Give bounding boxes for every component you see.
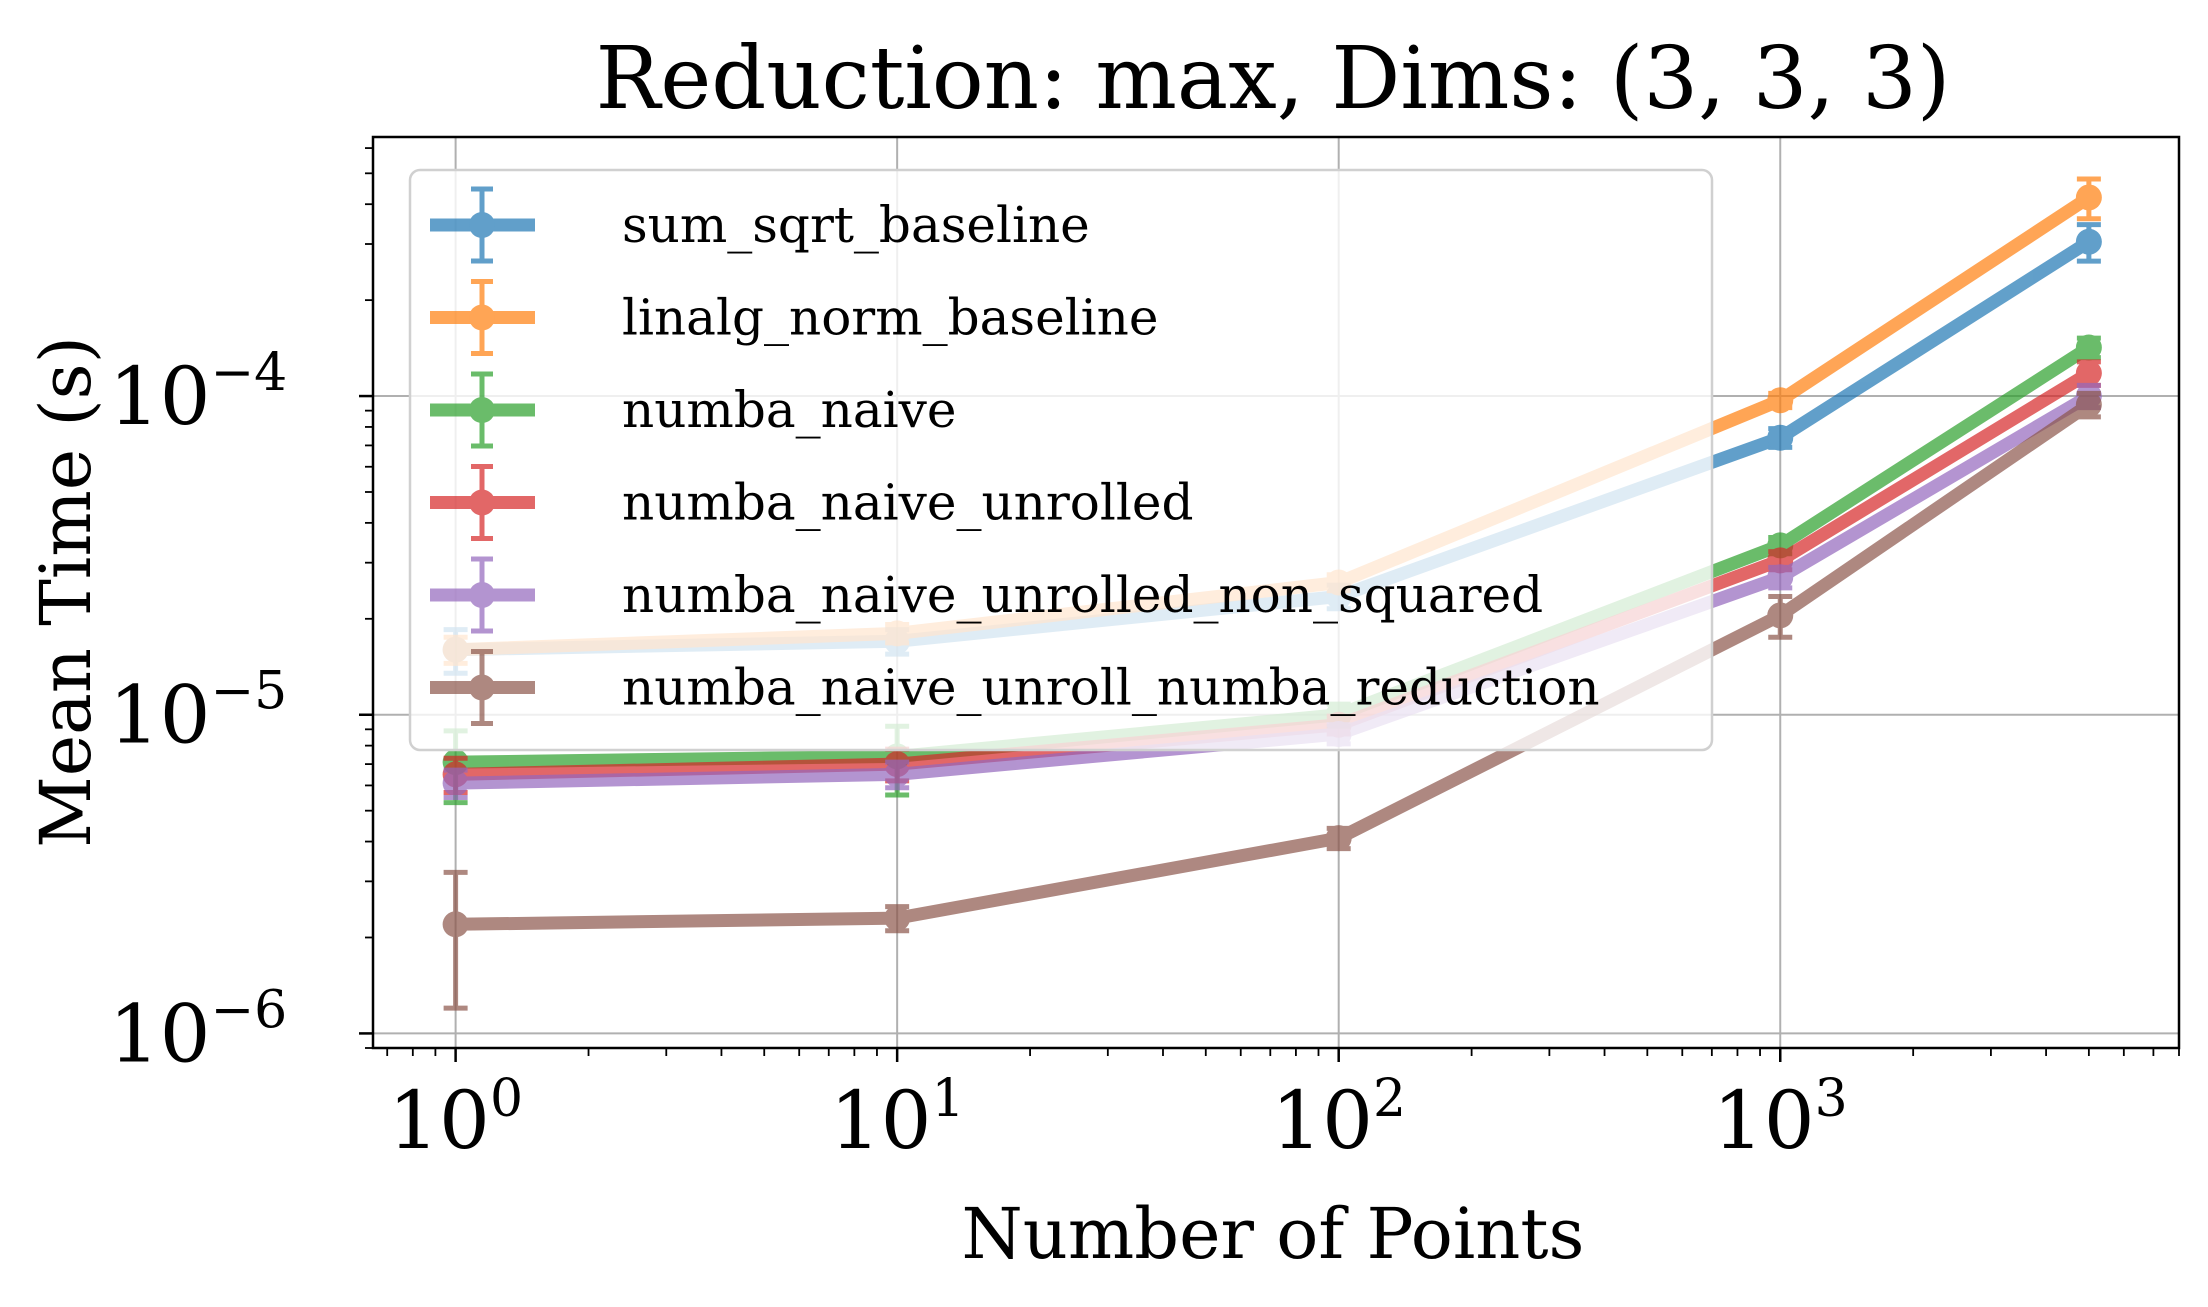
x-tick-label: 103 — [1713, 1069, 1848, 1167]
data-point — [1325, 825, 1352, 852]
legend: sum_sqrt_baseline linalg_norm_baselinenum… — [408, 168, 1714, 752]
y-tick-label: 10−6 — [109, 980, 287, 1080]
legend-swatch — [430, 556, 535, 634]
data-point — [1767, 424, 1794, 451]
data-point — [2075, 391, 2102, 418]
legend-swatch — [430, 186, 535, 264]
data-point — [2075, 228, 2102, 255]
legend-marker — [469, 212, 495, 238]
legend-item: numba_naive_unroll_numba_reduction — [430, 649, 1600, 726]
legend-label: numba_naive_unrolled — [622, 474, 1193, 532]
y-axis-label: Mean Time (s) — [25, 336, 107, 848]
data-point — [1767, 602, 1794, 629]
x-axis: 100 101 102 103 — [388, 1048, 1848, 1167]
data-point — [442, 911, 469, 938]
data-point — [2075, 184, 2102, 211]
legend-item: sum_sqrt_baseline — [430, 186, 1090, 264]
legend-swatch — [430, 371, 535, 449]
legend-box — [408, 168, 1714, 752]
chart-title: Reduction: max, Dims: (3, 3, 3) — [596, 29, 1951, 129]
series-numba_naive_unroll_numba_reduction — [442, 390, 2102, 1011]
legend-item: numba_naive — [430, 371, 956, 449]
legend-label: sum_sqrt_baseline — [622, 196, 1090, 254]
data-point — [1767, 564, 1794, 591]
y-axis: 10−6 10−5 10−4 — [109, 343, 373, 1080]
x-tick-label: 101 — [830, 1069, 965, 1167]
legend-item: linalg_norm_baseline — [430, 279, 1158, 356]
legend-label: numba_naive_unroll_numba_reduction — [622, 659, 1600, 717]
legend-swatch — [430, 649, 535, 726]
legend-label: numba_naive_unrolled_non_squared — [622, 566, 1543, 624]
legend-marker — [469, 674, 495, 701]
x-tick-label: 100 — [388, 1069, 523, 1167]
legend-marker — [469, 489, 495, 516]
y-tick-label: 10−4 — [109, 343, 287, 443]
data-point — [2075, 360, 2102, 387]
data-point — [1767, 387, 1794, 414]
data-point — [884, 761, 911, 788]
legend-swatch — [430, 464, 535, 541]
legend-marker — [469, 397, 495, 423]
x-axis-label: Number of Points — [962, 1193, 1585, 1275]
data-point — [884, 905, 911, 932]
y-tick-label: 10−5 — [109, 662, 287, 762]
data-point — [442, 770, 469, 797]
x-tick-label: 102 — [1271, 1069, 1406, 1167]
legend-marker — [469, 304, 495, 331]
legend-marker — [469, 582, 495, 608]
legend-label: linalg_norm_baseline — [622, 289, 1158, 347]
plot-frame — [371, 135, 2181, 1050]
legend-item: numba_naive_unrolled_non_squared — [430, 556, 1543, 634]
data-point — [2075, 334, 2102, 361]
legend-swatch — [430, 279, 535, 356]
legend-label: numba_naive — [622, 381, 956, 439]
minor-ticks — [365, 147, 2180, 1056]
legend-item: numba_naive_unrolled — [430, 464, 1193, 541]
